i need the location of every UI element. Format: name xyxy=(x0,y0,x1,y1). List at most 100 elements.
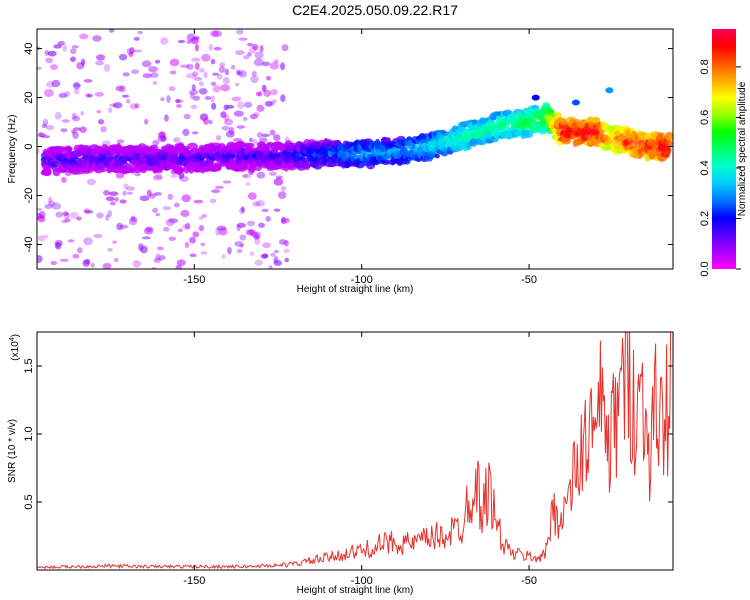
colorbar-gradient xyxy=(712,29,736,269)
heatmap-cell xyxy=(92,35,102,42)
heatmap-cell xyxy=(148,66,159,73)
spectrogram-frame xyxy=(36,28,674,270)
heatmap-cell xyxy=(93,233,103,239)
heatmap-cell xyxy=(284,217,290,224)
x-tick-label: -150 xyxy=(183,575,205,587)
y-tick-label: 20 xyxy=(23,91,35,103)
heatmap-cell xyxy=(87,93,93,98)
heatmap-cell xyxy=(434,153,440,159)
heatmap-cell xyxy=(44,50,50,56)
heatmap-cell xyxy=(265,215,271,222)
heatmap-cell xyxy=(37,235,46,242)
heatmap-cell xyxy=(116,222,123,231)
x-tick-label: -150 xyxy=(183,274,205,286)
heatmap-cell xyxy=(61,219,68,224)
heatmap-cell xyxy=(114,257,119,263)
heatmap-cell xyxy=(259,45,264,53)
heatmap-cell xyxy=(112,101,123,109)
heatmap-cell xyxy=(107,107,113,114)
heatmap-cell xyxy=(73,88,80,95)
heatmap-cell xyxy=(48,200,56,207)
heatmap-cell xyxy=(256,131,263,138)
heatmap-cell xyxy=(231,96,242,102)
heatmap-cell xyxy=(119,224,129,229)
heatmap-cell xyxy=(283,240,289,247)
heatmap-cell xyxy=(211,30,222,38)
heatmap-cell xyxy=(122,72,130,77)
heatmap-cell xyxy=(37,147,40,155)
heatmap-cell xyxy=(236,29,244,35)
colorbar-tick-label: 0.6 xyxy=(699,110,711,125)
heatmap-cell xyxy=(191,131,199,135)
heatmap-cell xyxy=(96,109,101,114)
heatmap-cell xyxy=(80,110,85,116)
heatmap-cell xyxy=(107,209,113,218)
heatmap-cell xyxy=(114,196,119,202)
heatmap-cell xyxy=(261,133,271,138)
heatmap-cell xyxy=(198,68,205,73)
heatmap-cell xyxy=(262,242,271,249)
snr-plot-area xyxy=(37,332,673,570)
heatmap-cell xyxy=(270,89,278,96)
heatmap-cell xyxy=(116,139,125,144)
heatmap-cell xyxy=(273,177,284,186)
heatmap-cell xyxy=(152,139,160,146)
heatmap-cell xyxy=(72,83,82,87)
heatmap-cell xyxy=(216,225,227,231)
heatmap-cell xyxy=(168,236,177,241)
heatmap-cell xyxy=(163,227,170,232)
heatmap-cell xyxy=(102,262,112,269)
heatmap-cell xyxy=(50,64,59,71)
y-tick-label: 1.5 xyxy=(23,358,35,373)
heatmap-cell xyxy=(175,99,181,103)
heatmap-cell xyxy=(70,211,79,220)
heatmap-cell xyxy=(261,84,267,93)
heatmap-cell xyxy=(179,175,189,182)
heatmap-cell xyxy=(280,62,286,71)
heatmap-cell xyxy=(158,254,166,261)
heatmap-cell xyxy=(72,253,80,259)
heatmap-cell xyxy=(273,134,281,141)
heatmap-cell xyxy=(125,186,135,191)
heatmap-cell xyxy=(71,115,81,122)
heatmap-cell xyxy=(236,222,247,228)
heatmap-cell xyxy=(531,94,540,101)
heatmap-cell xyxy=(220,84,231,92)
heatmap-cell xyxy=(189,253,197,258)
heatmap-cell xyxy=(193,36,200,40)
heatmap-cell xyxy=(251,70,257,77)
y-tick-label: -20 xyxy=(23,188,35,204)
heatmap-cell xyxy=(45,57,54,64)
heatmap-cell xyxy=(156,246,164,251)
heatmap-cell xyxy=(108,29,115,33)
heatmap-cell xyxy=(283,248,290,254)
heatmap-cell xyxy=(123,183,129,190)
heatmap-cell xyxy=(51,79,61,88)
heatmap-cell xyxy=(45,124,55,131)
heatmap-cell xyxy=(214,163,222,172)
heatmap-cell xyxy=(70,48,77,55)
heatmap-cell xyxy=(225,130,235,138)
heatmap-cell xyxy=(150,72,159,78)
heatmap-cell xyxy=(284,257,290,263)
heatmap-cell xyxy=(181,194,191,203)
y-tick-label: 40 xyxy=(23,42,35,54)
heatmap-cell xyxy=(221,254,226,259)
heatmap-cell xyxy=(273,256,279,264)
heatmap-cell xyxy=(209,198,217,204)
heatmap-cell xyxy=(61,119,70,123)
heatmap-cell xyxy=(79,126,87,134)
colorbar-tick-label: 0.2 xyxy=(699,211,711,226)
heatmap-cell xyxy=(37,255,43,263)
spectrogram-panel: -150 -100 -50 -40 -20 0 20 40 Height of straigh… xyxy=(7,28,674,295)
heatmap-cell xyxy=(103,189,110,196)
heatmap-cell xyxy=(82,259,90,267)
heatmap-cell xyxy=(189,236,196,244)
heatmap-cell xyxy=(166,95,171,104)
heatmap-cell xyxy=(189,92,195,100)
heatmap-cell xyxy=(112,240,117,244)
heatmap-cell xyxy=(134,103,140,109)
heatmap-cell xyxy=(182,224,190,230)
heatmap-cell xyxy=(96,212,104,219)
heatmap-cell xyxy=(256,104,265,112)
